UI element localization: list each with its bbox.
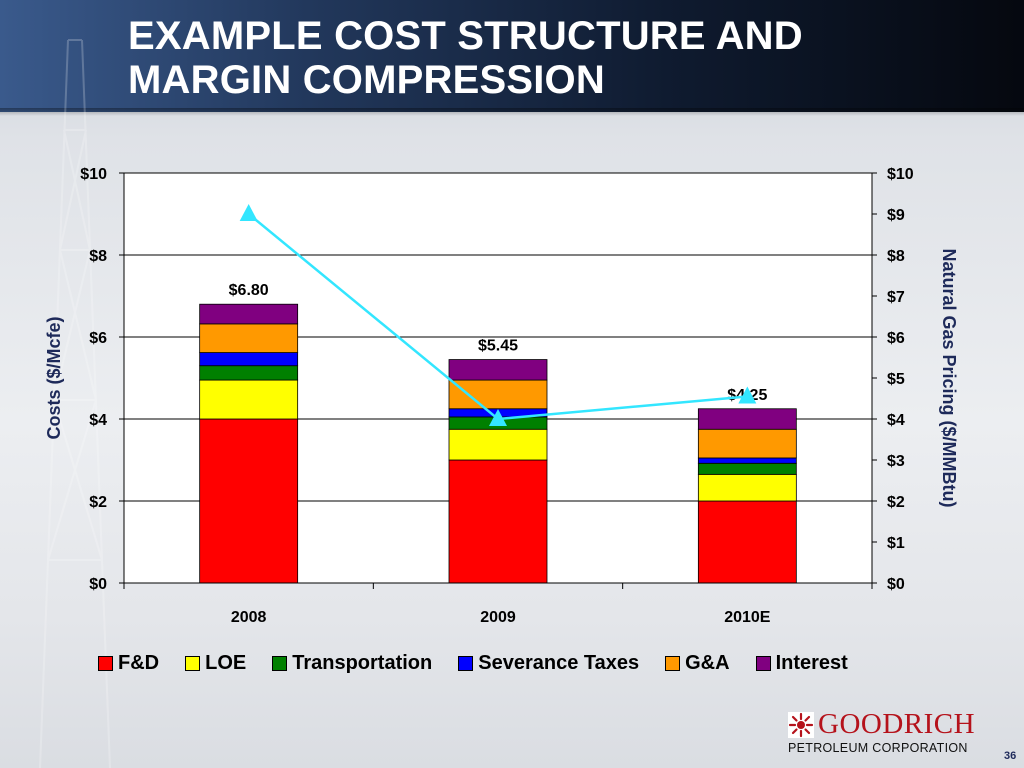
y2-axis-title: Natural Gas Pricing ($/MMBtu) xyxy=(939,248,959,507)
slide-header xyxy=(0,0,1024,112)
y-tick-label: $6 xyxy=(89,330,107,347)
y2-tick-label: $10 xyxy=(887,166,914,183)
legend-label: Transportation xyxy=(292,651,433,674)
legend-swatch xyxy=(185,655,201,671)
y2-tick-label: $6 xyxy=(887,330,905,347)
x-tick-label: 2010E xyxy=(724,609,771,626)
legend-swatch xyxy=(755,655,771,671)
bar-segment-loe xyxy=(697,473,797,502)
legend-label: F&D xyxy=(118,651,160,674)
y2-tick-label: $8 xyxy=(887,248,905,265)
y2-tick-label: $9 xyxy=(887,207,905,224)
legend-swatch xyxy=(458,655,474,671)
legend-item-transportation: Transportation xyxy=(272,652,432,675)
y2-tick-label: $2 xyxy=(887,494,905,511)
company-logo: GOODRICH PETROLEUM CORPORATION xyxy=(788,708,998,760)
legend-label: LOE xyxy=(205,651,247,674)
x-tick-label: 2008 xyxy=(231,609,267,626)
legend-swatch xyxy=(665,655,681,671)
y2-tick-label: $1 xyxy=(887,535,905,552)
bar-segment-loe xyxy=(199,379,299,420)
legend-item-g-a: G&A xyxy=(665,651,730,675)
legend-label: Severance Taxes xyxy=(478,651,640,674)
slide-title-line-1: EXAMPLE COST STRUCTURE AND xyxy=(128,14,803,58)
y2-tick-label: $0 xyxy=(887,576,905,593)
bar-segment-interest xyxy=(199,303,299,325)
logo-company-name: GOODRICH xyxy=(818,708,976,740)
legend-label: G&A xyxy=(685,651,730,674)
bar-segment-severance-taxes xyxy=(697,457,797,464)
legend-item-f-d: F&D xyxy=(98,652,159,675)
legend-swatch xyxy=(272,655,288,671)
bar-segment-transportation xyxy=(697,462,797,475)
gas-price-marker xyxy=(738,386,757,404)
bar-segment-f-d xyxy=(199,418,299,584)
y2-tick-label: $4 xyxy=(887,412,905,429)
sun-burst-icon xyxy=(788,712,814,738)
y2-tick-label: $7 xyxy=(887,289,905,306)
y-tick-label: $10 xyxy=(80,166,107,183)
logo-company-subtitle: PETROLEUM CORPORATION xyxy=(788,741,968,755)
bar-segment-g-a xyxy=(697,428,797,459)
y-axis-title: Costs ($/Mcfe) xyxy=(44,316,64,439)
bar-segment-interest xyxy=(697,408,797,430)
slide-title: EXAMPLE COST STRUCTURE AND MARGIN COMPRE… xyxy=(128,14,988,102)
y-tick-label: $8 xyxy=(89,248,107,265)
legend-swatch xyxy=(98,655,113,671)
drilling-rig-background xyxy=(39,39,111,768)
bar-segment-interest xyxy=(448,359,548,381)
legend-item-interest: Interest xyxy=(755,651,848,675)
page-number: 36 xyxy=(1004,750,1017,762)
bar-segment-g-a xyxy=(199,323,299,353)
gas-price-marker xyxy=(239,204,258,221)
legend-item-severance-taxes: Severance Taxes xyxy=(458,652,639,675)
y-tick-label: $2 xyxy=(89,494,107,511)
y-tick-label: $4 xyxy=(89,412,107,429)
bar-segment-g-a xyxy=(448,379,548,410)
bar-segment-loe xyxy=(448,428,548,461)
y-tick-label: $0 xyxy=(89,576,107,593)
chart-legend: F&D LOE Transportation Severance Taxes G&A In… xyxy=(98,650,848,676)
slide-title-line-2: MARGIN COMPRESSION xyxy=(128,58,605,102)
bar-total-label: $5.45 xyxy=(478,338,518,355)
gas-price-marker xyxy=(489,409,507,426)
legend-item-loe: LOE xyxy=(185,652,246,675)
bar-segment-transportation xyxy=(199,365,299,381)
bar-segment-f-d xyxy=(697,500,797,584)
y2-tick-label: $5 xyxy=(887,371,905,388)
bar-segment-f-d xyxy=(448,459,548,584)
bar-total-label: $6.80 xyxy=(229,282,269,299)
legend-label: Interest xyxy=(775,651,848,674)
bar-segment-severance-taxes xyxy=(199,352,299,367)
y2-tick-label: $3 xyxy=(887,453,905,470)
header-shadow xyxy=(0,108,1024,116)
x-tick-label: 2009 xyxy=(480,609,516,626)
